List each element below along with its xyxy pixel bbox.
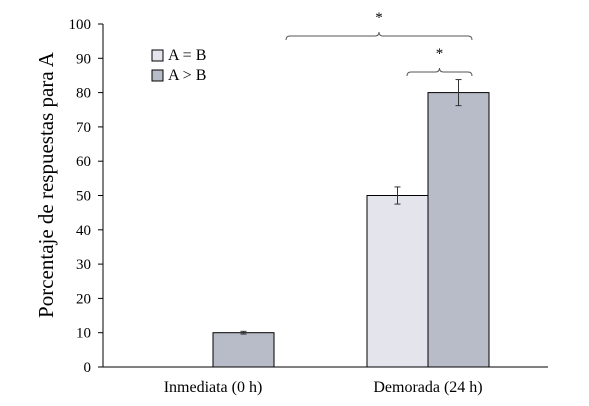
y-tick-label: 90 [76, 51, 91, 67]
x-category-label: Inmediata (0 h) [164, 379, 263, 396]
y-tick-label: 70 [76, 120, 91, 136]
y-axis-ticks: 0 10 20 30 40 50 60 70 80 90 100 [69, 17, 103, 376]
y-tick-label: 30 [76, 257, 91, 273]
error-bars [240, 79, 462, 335]
bar [212, 332, 275, 368]
y-tick-label: 10 [76, 326, 91, 342]
y-tick-label: 0 [84, 360, 92, 376]
bars [212, 92, 490, 368]
legend-label: A > B [168, 67, 206, 84]
bar [427, 92, 490, 368]
y-tick-label: 50 [76, 189, 91, 205]
y-tick-label: 80 [76, 86, 91, 102]
y-axis-label: Porcentaje de respuestas para A [34, 51, 58, 318]
legend-label: A = B [168, 47, 206, 64]
y-tick-label: 40 [76, 223, 91, 239]
significance-label: * [375, 10, 383, 26]
significance-bracket [406, 67, 473, 77]
significance-label: * [436, 46, 444, 62]
significance-brackets: ** [285, 10, 473, 77]
significance-bracket [285, 31, 473, 41]
legend-swatch [151, 69, 164, 82]
y-tick-label: 60 [76, 154, 91, 170]
y-tick-label: 100 [69, 17, 92, 33]
bar [366, 195, 429, 368]
legend: A = B A > B [151, 47, 206, 84]
y-tick-label: 20 [76, 291, 91, 307]
x-axis-categories: Inmediata (0 h) Demorada (24 h) [164, 379, 483, 396]
x-category-label: Demorada (24 h) [373, 379, 482, 396]
legend-swatch [151, 49, 164, 62]
